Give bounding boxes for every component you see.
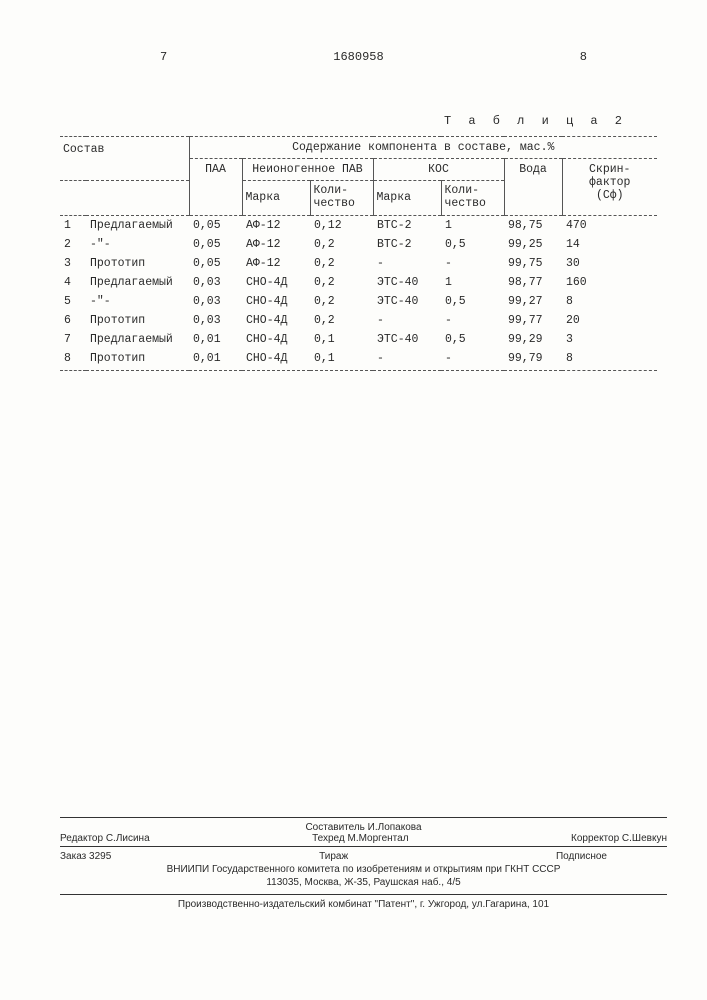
tirazh: Тираж [319,851,348,862]
tech: Техред М.Моргентал [312,833,408,844]
doc-number: 1680958 [60,50,657,64]
table-row: 3Прототип0,05АФ-120,2--99,7530 [60,254,657,273]
page-right: 8 [580,50,587,64]
table-row: 2-"-0,05АФ-120,2ВТС-20,599,2514 [60,235,657,254]
col-sostav: Состав [60,137,189,181]
subscription: Подписное [556,851,607,862]
data-table: Состав Содержание компонента в составе, … [60,134,657,371]
footer: Составитель И.Лопакова Редактор С.Лисина… [60,817,667,910]
table-title: Т а б л и ц а 2 [60,114,627,128]
col-marka2: Марка [373,181,441,216]
table-row: 8Прототип0,01СНО-4Д0,1--99,798 [60,349,657,368]
col-paa: ПАА [189,159,242,216]
table-row: 4Предлагаемый0,03СНО-4Д0,2ЭТС-40198,7716… [60,273,657,292]
col-qty2: Коли- чество [441,181,504,216]
col-nonionic: Неионогенное ПАВ [242,159,373,181]
table-row: 6Прототип0,03СНО-4Д0,2--99,7720 [60,311,657,330]
col-kos: КОС [373,159,504,181]
org2: 113035, Москва, Ж-35, Раушская наб., 4/5 [60,877,667,888]
col-screen: Скрин- фактор (Сф) [562,159,657,216]
table-row: 5-"-0,03СНО-4Д0,2ЭТС-400,599,278 [60,292,657,311]
corrector: Корректор С.Шевкун [571,833,667,844]
editor: Редактор С.Лисина [60,833,150,844]
col-qty1: Коли- чество [310,181,373,216]
group-header: Содержание компонента в составе, мас.% [189,137,657,159]
order: Заказ 3295 [60,851,111,862]
page-left: 7 [160,50,167,64]
footer-bottom: Производственно-издательский комбинат "П… [60,894,667,910]
compiler: Составитель И.Лопакова [305,822,421,833]
table-row: 7Предлагаемый0,01СНО-4Д0,1ЭТС-400,599,29… [60,330,657,349]
col-voda: Вода [504,159,562,216]
table-row: 1Предлагаемый0,05АФ-120,12ВТС-2198,75470 [60,216,657,236]
col-marka1: Марка [242,181,310,216]
org1: ВНИИПИ Государственного комитета по изоб… [60,864,667,875]
